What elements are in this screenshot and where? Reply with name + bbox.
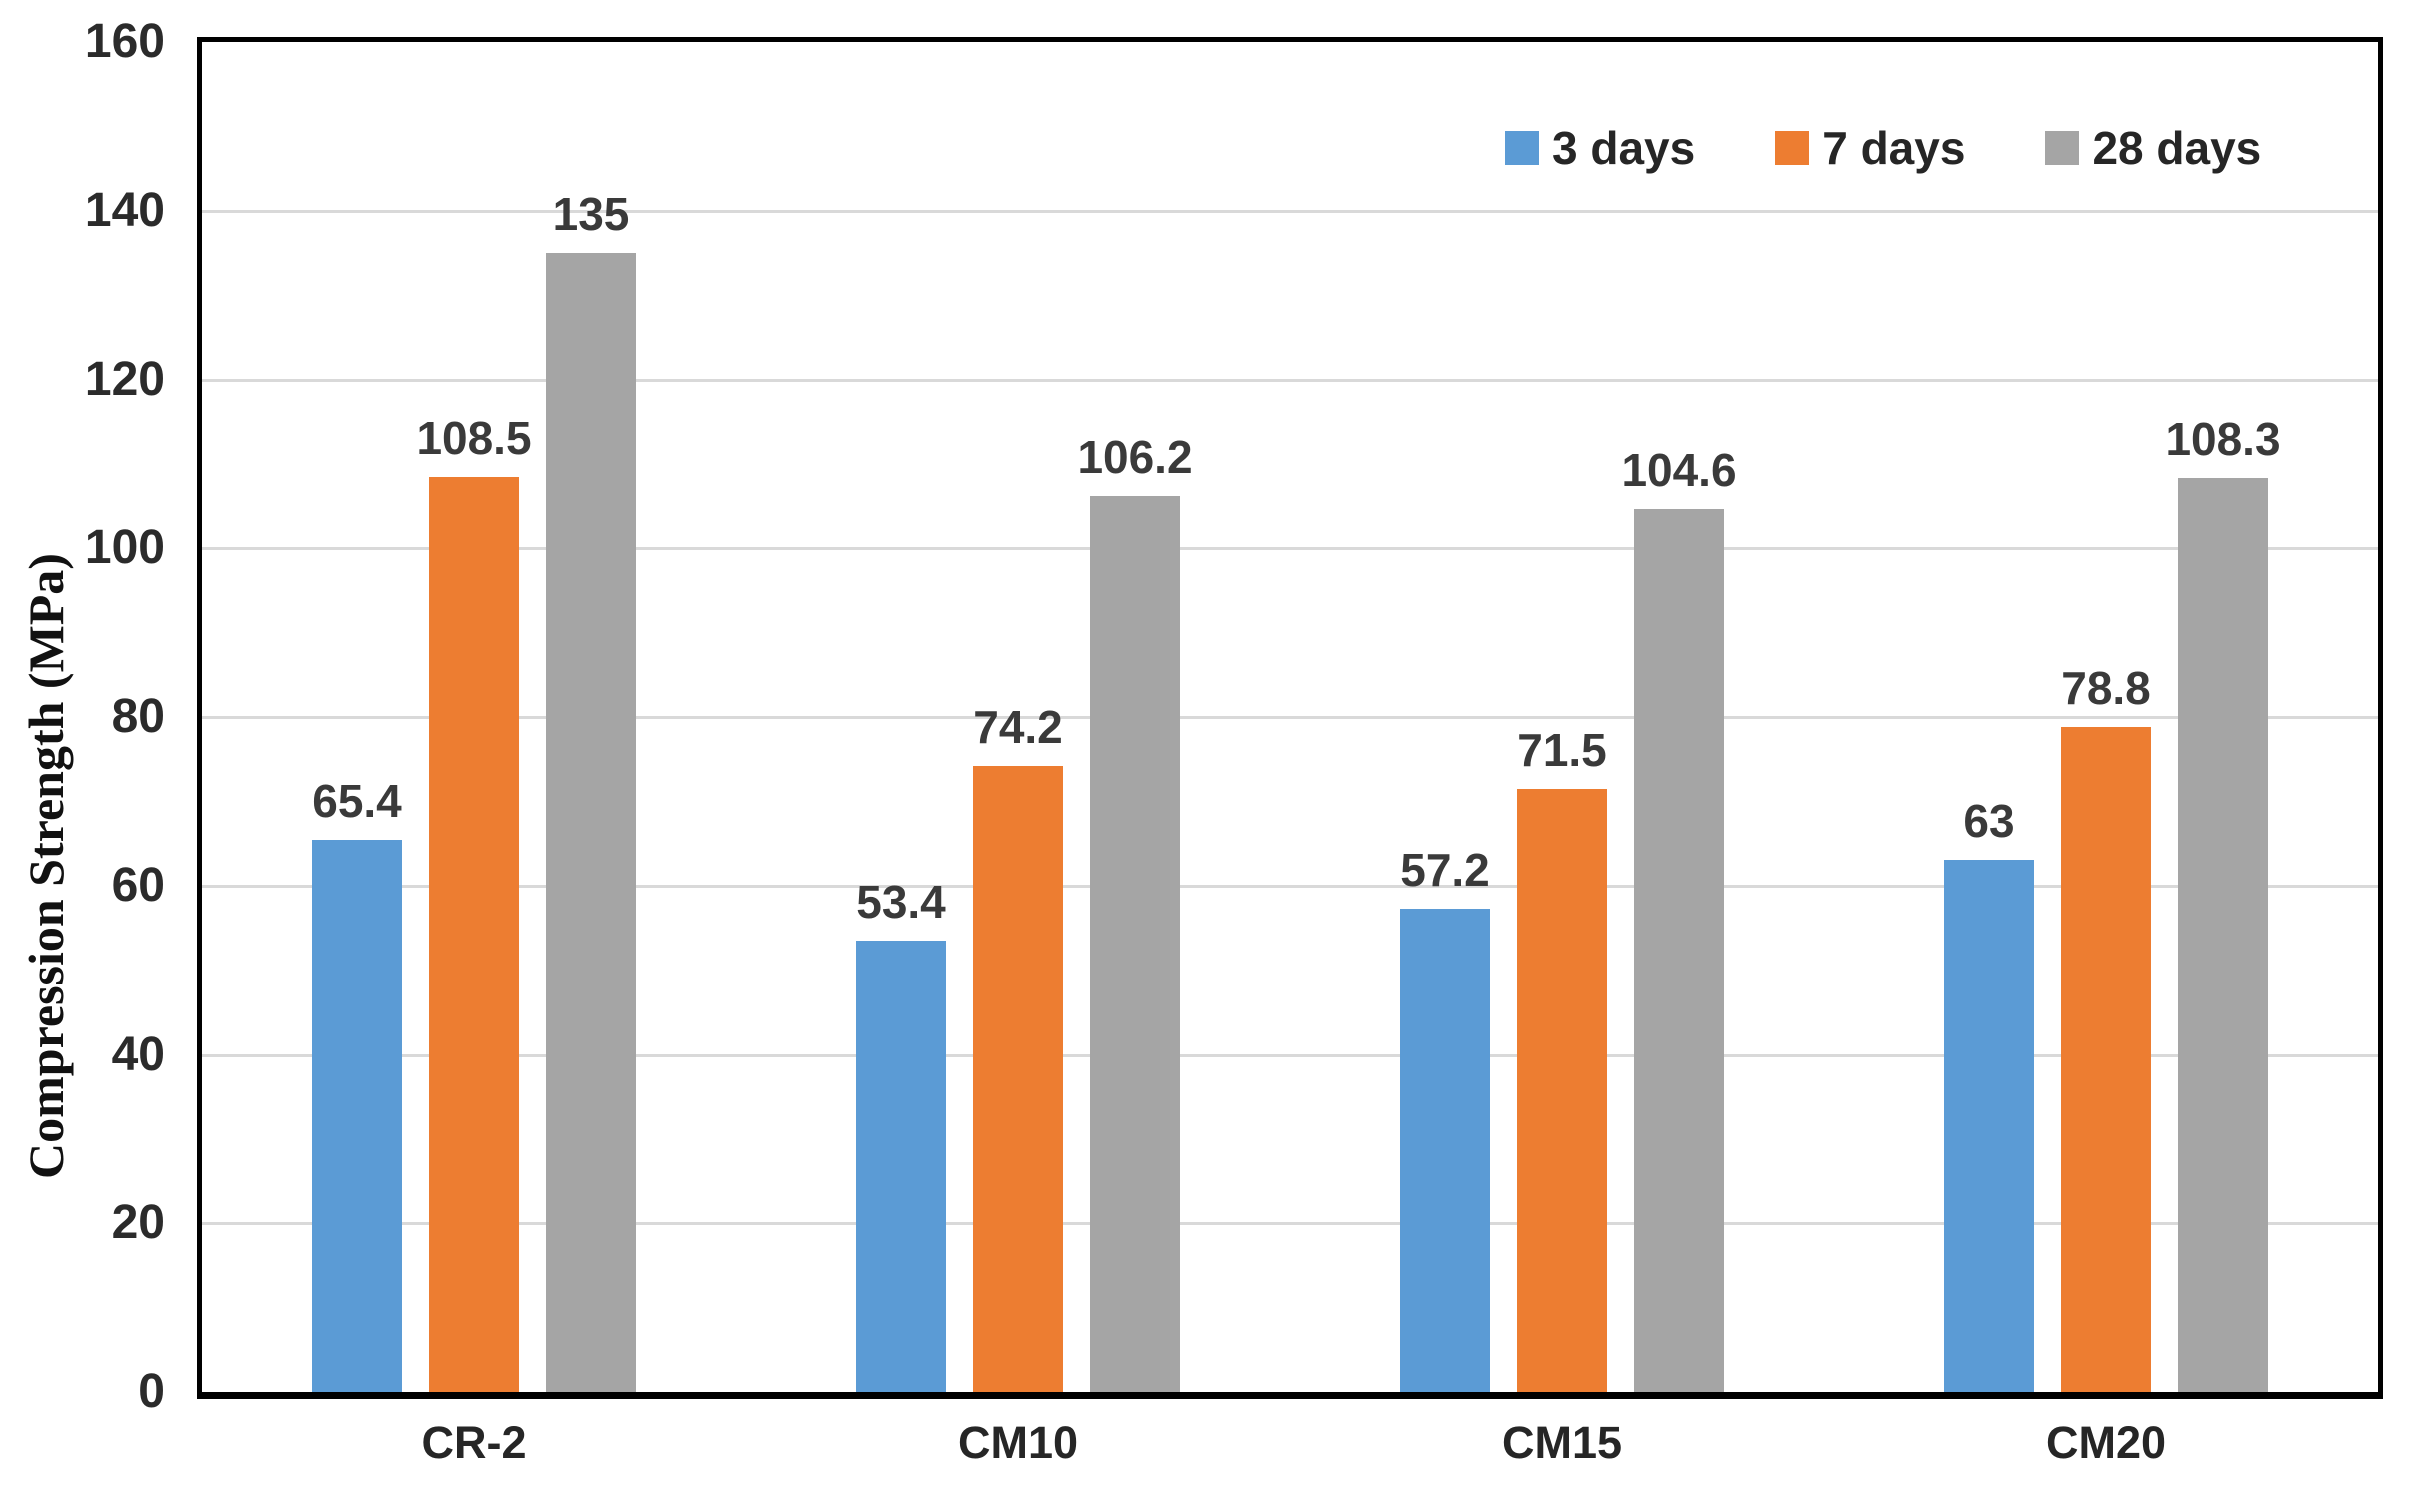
gridline (202, 884, 2378, 888)
gridline (202, 378, 2378, 382)
bar-28-days-CR-2 (546, 252, 636, 1392)
gridline (202, 716, 2378, 719)
y-tick-label: 60 (111, 858, 165, 912)
legend-label: 3 days (1552, 122, 1696, 174)
gridline (202, 1053, 2378, 1057)
legend: 3 days 7 days 28 days (1505, 124, 2261, 172)
bar-value-label: 57.2 (1400, 844, 1490, 897)
y-tick-label: 40 (111, 1027, 165, 1081)
bar-3-days-CM15 (1400, 909, 1490, 1392)
plot-area: 65.4 108.5 135 53.4 74.2 106.2 57.2 71.5 104.6 63… (202, 42, 2378, 1392)
bar-value-label: 53.4 (856, 876, 946, 929)
bar-value-label: 135 (552, 187, 630, 240)
bar-value-label: 108.3 (2165, 413, 2281, 466)
bar-value-label: 106.2 (1077, 430, 1193, 483)
legend-item: 28 days (2045, 124, 2261, 172)
bar-7-days-CM20 (2061, 727, 2151, 1392)
y-tick-label: 100 (84, 521, 165, 575)
bar-28-days-CM10 (1090, 495, 1180, 1392)
bar-value-label: 71.5 (1517, 723, 1607, 776)
bar-3-days-CM20 (1944, 860, 2034, 1392)
y-tick-label: 120 (84, 352, 165, 406)
bar-7-days-CM15 (1517, 788, 1607, 1392)
bar-3-days-CM10 (856, 941, 946, 1392)
gridline (202, 547, 2378, 551)
category-label: CM10 (957, 1417, 1079, 1468)
bar-value-label: 74.2 (973, 700, 1063, 753)
legend-swatch-28-days (2045, 131, 2080, 165)
bar-value-label: 78.8 (2061, 662, 2151, 715)
gridline (202, 209, 2378, 213)
bar-28-days-CM20 (2178, 478, 2268, 1392)
category-label: CM15 (1501, 1417, 1623, 1468)
category-label: CR-2 (421, 1417, 527, 1468)
bar-7-days-CM10 (973, 765, 1063, 1392)
legend-swatch-3-days (1505, 131, 1539, 165)
legend-item: 3 days (1505, 124, 1695, 172)
y-tick-label: 160 (84, 15, 165, 68)
bar-28-days-CM15 (1634, 509, 1724, 1392)
bar-7-days-CR-2 (429, 476, 519, 1392)
legend-swatch-7-days (1775, 131, 1810, 165)
legend-item: 7 days (1775, 124, 1965, 172)
legend-label: 7 days (1822, 122, 1966, 174)
y-tick-label: 0 (138, 1365, 165, 1418)
y-tick-label: 20 (111, 1196, 165, 1250)
bar-value-label: 65.4 (312, 775, 402, 828)
bar-value-label: 63 (1963, 795, 2015, 848)
y-tick-label: 140 (84, 183, 165, 237)
y-tick-label: 80 (111, 690, 165, 743)
category-label: CM20 (2045, 1417, 2167, 1468)
gridline (202, 1222, 2378, 1226)
bar-value-label: 108.5 (416, 411, 532, 464)
legend-label: 28 days (2092, 122, 2262, 174)
bar-3-days-CR-2 (312, 840, 402, 1392)
bar-value-label: 104.6 (1621, 444, 1737, 497)
